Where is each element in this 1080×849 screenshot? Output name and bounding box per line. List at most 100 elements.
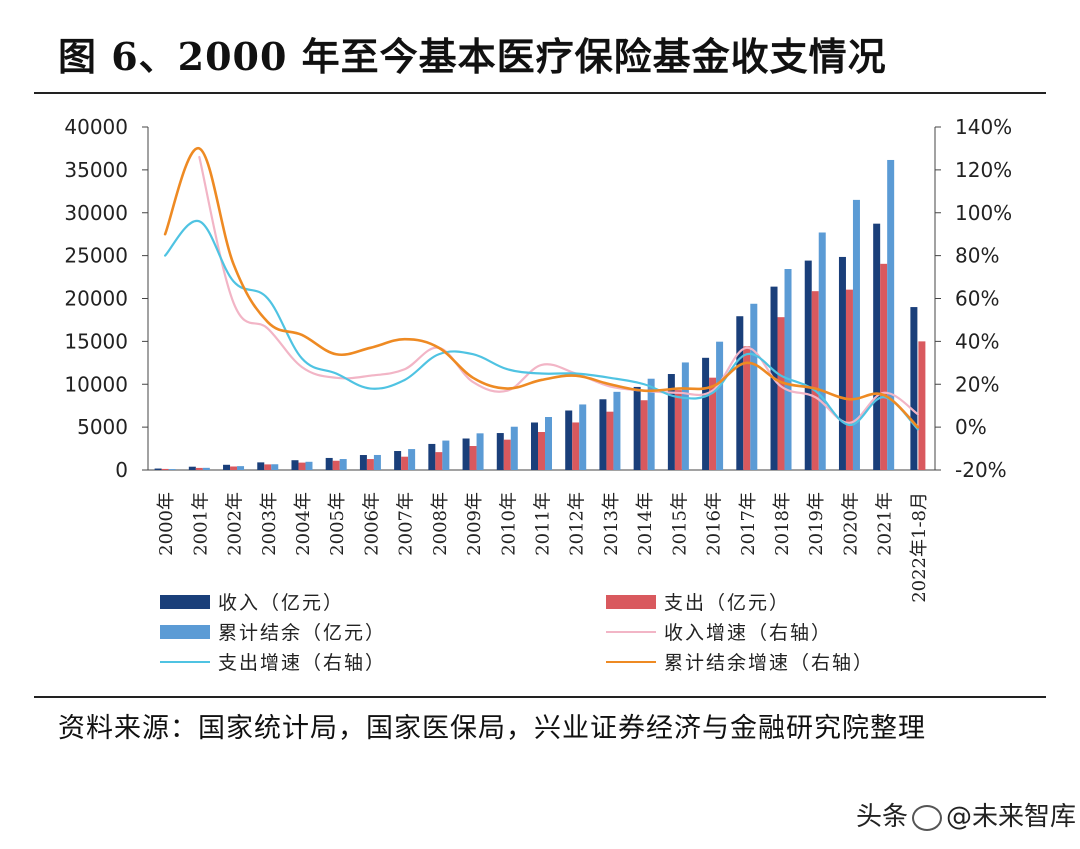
bar-balance (237, 466, 245, 470)
bar-balance (168, 469, 176, 470)
right-tick-label: 40% (955, 329, 999, 353)
right-tick-label: 80% (955, 244, 999, 268)
watermark-name: @未来智库 (946, 802, 1077, 832)
watermark-logo-icon (912, 804, 943, 831)
bar-expense (918, 341, 926, 470)
legend-income-growth-swatch (606, 630, 656, 633)
bar-income (667, 374, 675, 470)
bar-income (257, 462, 265, 470)
bar-balance (579, 404, 587, 470)
bar-balance (373, 454, 381, 470)
x-tick-label: 2019年 (806, 492, 827, 556)
bar-expense (709, 377, 717, 470)
left-tick-label: 0 (115, 458, 128, 482)
legend-balance-swatch (160, 624, 210, 639)
income-growth-line (198, 155, 919, 424)
bar-income (188, 466, 196, 470)
watermark-prefix: 头条 (856, 802, 909, 832)
x-tick-label: 2011年 (533, 492, 554, 556)
left-tick-label: 5000 (77, 415, 128, 439)
bar-balance (408, 449, 416, 470)
left-tick-label: 15000 (64, 329, 128, 353)
bar-expense (435, 452, 443, 470)
bar-balance (887, 159, 895, 471)
x-tick-label: 2002年 (225, 492, 246, 556)
chart-canvas: 0 5000 10000 15000 20000 25000 30000 35000 40000… (64, 115, 1012, 603)
legend-balance-growth-label: 累计结余增速（右轴） (664, 652, 875, 674)
bar-income (325, 457, 333, 470)
bar-balance (202, 467, 210, 470)
bar-income (599, 399, 607, 470)
bar-income (838, 256, 846, 470)
source-rule (34, 696, 1046, 698)
bar-income (394, 451, 402, 470)
bar-balance (750, 303, 758, 470)
bar-expense (674, 390, 682, 470)
x-tick-label: 2001年 (190, 492, 211, 556)
bar-balance (784, 269, 792, 470)
bar-balance (339, 459, 347, 470)
x-tick-label: 2016年 (704, 492, 725, 556)
bar-expense (811, 291, 819, 470)
bar-expense (606, 411, 614, 470)
right-tick-label: -20% (955, 458, 1007, 482)
right-tick-label: 60% (955, 287, 999, 311)
bar-expense (880, 263, 888, 470)
bar-income (223, 464, 231, 470)
x-tick-label: 2021年 (875, 492, 896, 556)
x-tick-label: 2003年 (259, 492, 280, 556)
right-tick-label: 100% (955, 201, 1012, 225)
bar-expense (743, 346, 751, 470)
bar-balance (271, 464, 279, 470)
bar-balance (716, 341, 724, 470)
x-tick-label: 2014年 (635, 492, 656, 556)
bar-balance (681, 362, 689, 470)
legend-income-growth: 收入增速（右轴） (606, 618, 832, 645)
bar-balance (613, 391, 621, 470)
right-tick-label: 0% (955, 415, 987, 439)
bar-expense (777, 317, 785, 470)
bar-income (531, 422, 538, 470)
chart-title: 图 6、2000 年至今基本医疗保险基金收支情况 (58, 34, 887, 79)
bar-expense (264, 464, 272, 470)
bar-expense (845, 289, 853, 470)
legend-expense: 支出（亿元） (606, 588, 790, 615)
x-tick-label: 2008年 (430, 492, 451, 556)
legend-expense-growth-label: 支出增速（右轴） (218, 652, 387, 674)
right-tick-label: 140% (955, 115, 1012, 139)
bar-income (633, 386, 641, 470)
x-tick-label: 2004年 (293, 492, 314, 556)
x-tick-label: 2017年 (738, 492, 759, 556)
left-tick-label: 35000 (64, 158, 128, 182)
bar-income (873, 223, 881, 470)
x-tick-label: 2005年 (327, 492, 348, 556)
bar-income (154, 468, 162, 470)
legend-expense-swatch (606, 594, 656, 609)
right-tick-label: 120% (955, 158, 1012, 182)
bar-income (291, 460, 299, 470)
x-tick-label: 2010年 (498, 492, 519, 556)
x-tick-label: 2015年 (669, 492, 690, 556)
legend-expense-growth: 支出增速（右轴） (160, 648, 386, 675)
x-tick-label: 2013年 (601, 492, 622, 556)
x-tick-label: 2007年 (396, 492, 417, 556)
x-tick-label: 2000年 (156, 492, 177, 556)
x-tick-label: 2009年 (464, 492, 485, 556)
legend-balance: 累计结余（亿元） (160, 618, 386, 645)
legend-income-label: 收入（亿元） (218, 592, 345, 614)
bar-balance (442, 440, 450, 470)
bar-balance (305, 461, 313, 470)
x-tick-label: 2022年1-8月 (909, 492, 930, 603)
bar-income (428, 443, 436, 470)
x-tick-label: 2012年 (567, 492, 588, 556)
bar-balance (818, 232, 826, 470)
bar-income (804, 260, 812, 470)
bar-income (736, 316, 744, 470)
bar-expense (469, 446, 477, 470)
bar-expense (195, 467, 203, 470)
bar-expense (640, 400, 648, 470)
bar-expense (503, 439, 511, 470)
bar-income (496, 433, 504, 470)
bar-expense (332, 460, 340, 470)
bar-balance (476, 433, 484, 470)
